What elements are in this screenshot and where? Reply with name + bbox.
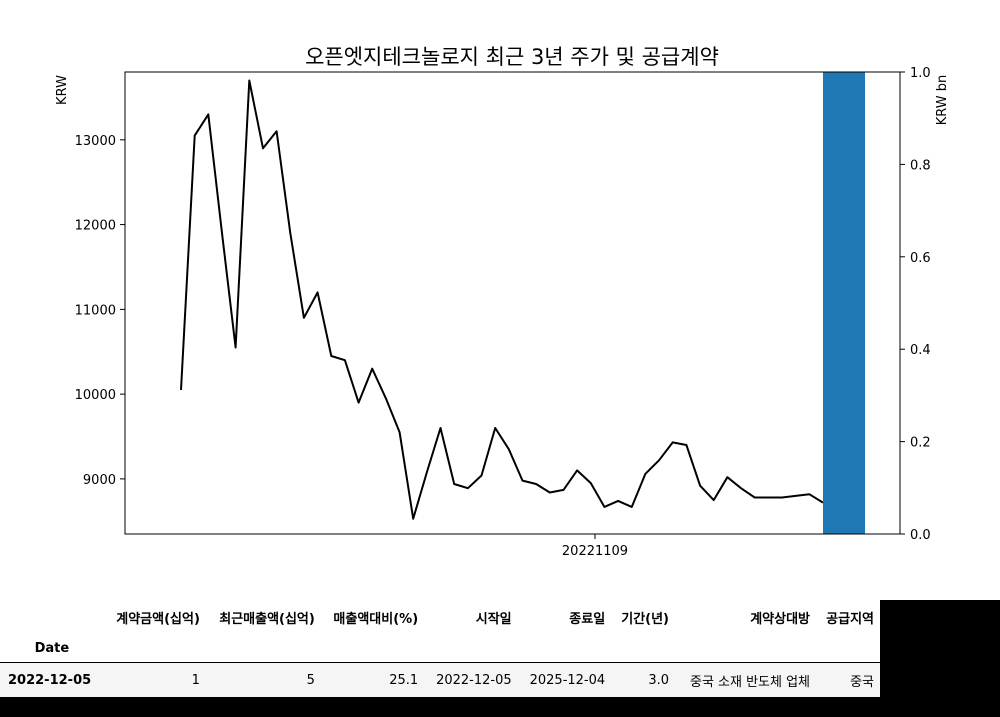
table-cell: 2025-12-04 — [517, 662, 612, 697]
x-tick-label: 20221109 — [562, 544, 628, 559]
price-line — [180, 79, 824, 520]
y-tick-label: 13000 — [75, 134, 116, 149]
column-header: 계약금액(십억) — [116, 611, 200, 627]
table-cell: 중국 — [816, 662, 880, 697]
table-cell: 25.1 — [320, 662, 425, 697]
column-header: 종료일 — [569, 611, 606, 627]
chart: 오픈엣지테크놀로지 최근 3년 주가 및 공급계약 KRW KRW bn 900… — [55, 45, 950, 559]
contract-table: 계약금액(십억) 최근매출액(십억) 매출액대비(%) 시작일 종료일 기간(년… — [0, 600, 880, 697]
corner-cell — [0, 600, 104, 634]
y2-tick-label: 1.0 — [910, 66, 931, 81]
table-header-row: 계약금액(십억) 최근매출액(십억) 매출액대비(%) 시작일 종료일 기간(년… — [0, 600, 880, 634]
column-header: 매출액대비(%) — [333, 611, 419, 627]
y2-tick-label: 0.6 — [910, 251, 931, 266]
table-cell: 2022-12-05 — [424, 662, 518, 697]
chart-title: 오픈엣지테크놀로지 최근 3년 주가 및 공급계약 — [305, 45, 719, 69]
table-cell: 3.0 — [611, 662, 675, 697]
contract-bar — [823, 72, 865, 534]
index-name: Date — [0, 634, 104, 663]
table-cell: 중국 소재 반도체 업체 — [675, 662, 817, 697]
y2-tick-label: 0.8 — [910, 158, 931, 173]
y2-tick-label: 0.4 — [910, 343, 931, 358]
table-row: 2022-12-05 1 5 25.1 2022-12-05 2025-12-0… — [0, 662, 880, 697]
column-header: 기간(년) — [621, 611, 669, 627]
plot-frame — [124, 71, 901, 535]
y2-tick-label: 0.0 — [910, 528, 931, 543]
column-header: 공급지역 — [826, 611, 874, 627]
index-name-row: Date — [0, 634, 880, 663]
y-tick-label: 9000 — [83, 473, 116, 488]
y2-tick-label: 0.2 — [910, 436, 931, 451]
y-tick-label: 12000 — [75, 219, 116, 234]
row-index: 2022-12-05 — [0, 662, 104, 697]
y-tick-label: 10000 — [75, 388, 116, 403]
column-header: 최근매출액(십억) — [219, 611, 315, 627]
y2-axis-label: KRW bn — [935, 75, 950, 126]
column-header: 시작일 — [475, 611, 512, 627]
y-tick-label: 11000 — [75, 303, 116, 318]
y-axis-label: KRW — [55, 75, 70, 105]
table-cell: 5 — [205, 662, 321, 697]
table-cell: 1 — [103, 662, 206, 697]
column-header: 계약상대방 — [750, 611, 811, 627]
